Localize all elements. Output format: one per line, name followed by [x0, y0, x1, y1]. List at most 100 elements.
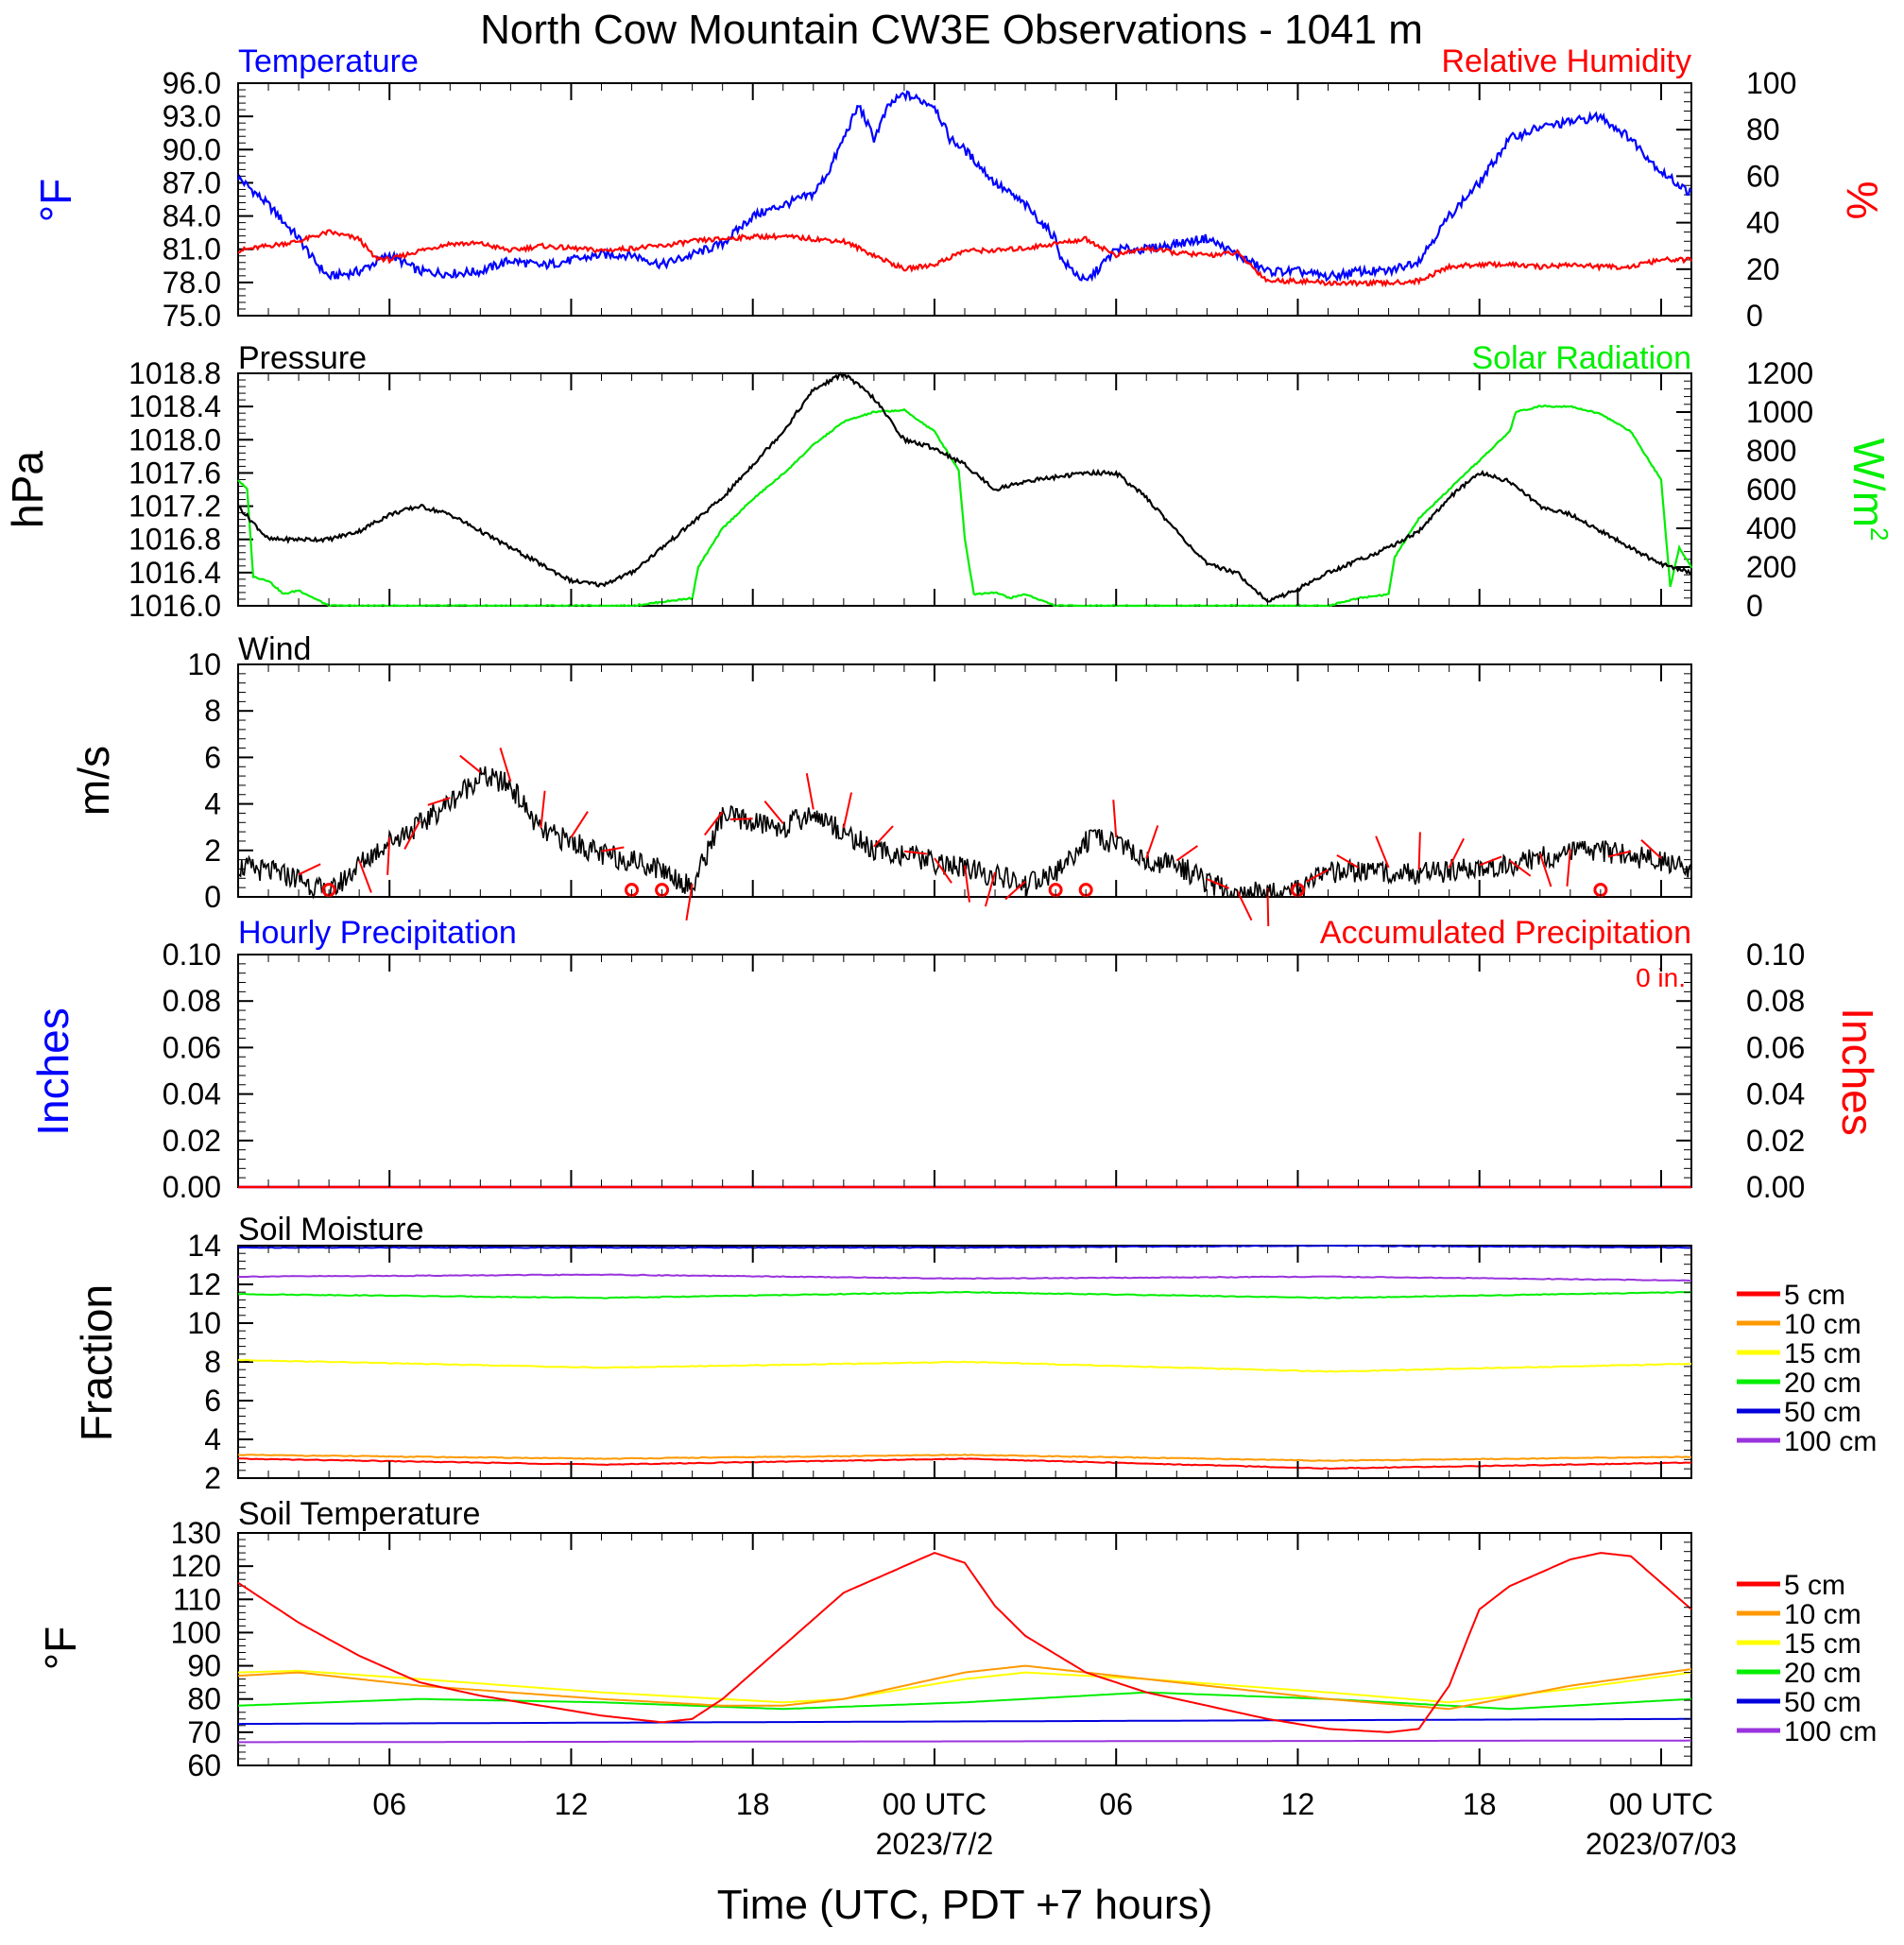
wind-barb: [729, 818, 753, 820]
y-tick-label: 0: [204, 880, 221, 914]
y-tick-label: 90.0: [163, 132, 221, 166]
y-tick-label: 10: [187, 1306, 221, 1340]
wind-barb: [1004, 880, 1026, 901]
wind-barb: [1417, 832, 1421, 870]
y-tick-label: 10: [187, 647, 221, 681]
soil-moisture-line: [237, 1358, 1692, 1373]
y-tick-label: 96.0: [163, 66, 221, 100]
x-axis-ticks: 06 12 18 00 UTC 2023/7/2 06 12 18 00 UTC 2023/07/…: [237, 83, 1737, 1861]
wind-barb: [1566, 849, 1571, 886]
y-tick-label: 6: [204, 1384, 221, 1418]
wind-barb: [1640, 838, 1662, 859]
legend-label: 5 cm: [1784, 1570, 1845, 1601]
y-tick-label: 1018.0: [129, 422, 221, 456]
y-tick-label: 4: [204, 1422, 221, 1456]
x-tick-label: 06: [372, 1787, 406, 1821]
humidity-line: [237, 229, 1692, 288]
wind-barb: [1206, 878, 1230, 889]
y-tick-label: 100: [1746, 66, 1796, 100]
y-tick-label: 0.10: [163, 938, 221, 972]
y-tick-label: 81.0: [163, 232, 221, 267]
wind-barb: [427, 797, 451, 806]
y-tick-label: 93.0: [163, 99, 221, 133]
wind-barb: [570, 811, 589, 838]
temperature-y-ticks: 96.093.090.087.084.081.078.075.0: [163, 66, 253, 333]
y-tick-label: 12: [187, 1267, 221, 1301]
wind-barb: [1145, 825, 1159, 859]
y-tick-label: 40: [1746, 206, 1780, 240]
wind-barb: [1336, 854, 1360, 869]
x-tick-label: 18: [1463, 1787, 1497, 1821]
wind-barb: [805, 773, 815, 810]
pressure-plot-frame: [237, 372, 1692, 607]
wind-barb: [1509, 859, 1532, 877]
soil-moisture-line: [237, 1273, 1692, 1282]
y-tick-label: 0: [1746, 299, 1763, 333]
wind-barb: [499, 747, 512, 783]
temperature-panel: Temperature Relative Humidity °F % 96.09…: [31, 43, 1887, 333]
y-tick-label: 0.10: [1746, 938, 1805, 972]
solar-units: W/m2: [1844, 439, 1894, 542]
y-tick-label: 110: [173, 1582, 221, 1616]
wind-barb: [703, 811, 724, 836]
y-tick-label: 60: [1746, 159, 1780, 193]
y-tick-label: 1017.6: [129, 456, 221, 490]
temperature-plot-frame: [237, 82, 1692, 317]
x-tick-label: 12: [555, 1787, 589, 1821]
wind-barb: [403, 820, 421, 850]
wind-barb: [984, 871, 997, 907]
solar-y-ticks: 1200 1000 800 600 400 200 0: [1676, 356, 1813, 623]
wind-barb: [1112, 800, 1118, 838]
pressure-title: Pressure: [238, 340, 367, 376]
wind-barb: [1306, 869, 1329, 883]
humidity-y-ticks: 100 80 60 40 20 0: [1676, 66, 1796, 333]
y-tick-label: 6: [204, 740, 221, 774]
wind-units: m/s: [69, 746, 118, 816]
y-tick-label: 8: [204, 1345, 221, 1379]
wind-panel: Wind m/s 10 8 6 4 2 0: [69, 631, 1692, 927]
y-tick-label: 400: [1746, 511, 1796, 545]
temperature-title: Temperature: [238, 43, 419, 79]
wind-title: Wind: [238, 631, 311, 667]
y-tick-label: 0.08: [163, 984, 221, 1018]
y-tick-label: 0.00: [163, 1170, 221, 1204]
y-tick-label: 84.0: [163, 199, 221, 233]
y-tick-label: 80: [1746, 112, 1780, 146]
wind-barb: [1375, 835, 1390, 869]
y-tick-label: 90: [187, 1649, 221, 1683]
x-date-label: 2023/07/03: [1586, 1827, 1737, 1861]
wind-speed-line: [237, 766, 1692, 900]
soil-temperature-title: Soil Temperature: [238, 1496, 480, 1532]
y-tick-label: 1016.0: [129, 589, 221, 623]
soil-temperature-line: [237, 1691, 1692, 1711]
pressure-units: hPa: [3, 451, 52, 528]
soil-moisture-line: [237, 1453, 1691, 1462]
x-tick-label: 06: [1099, 1787, 1133, 1821]
wind-barb: [358, 860, 372, 893]
y-tick-label: 1018.8: [129, 356, 221, 390]
wind-barb: [685, 884, 694, 921]
y-tick-label: 14: [187, 1229, 221, 1263]
legend-label: 50 cm: [1784, 1687, 1861, 1718]
y-tick-label: 130: [171, 1516, 221, 1550]
y-tick-label: 0.04: [163, 1077, 221, 1111]
y-tick-label: 0.00: [1746, 1170, 1805, 1204]
x-tick-label: 00 UTC: [1609, 1787, 1713, 1821]
y-tick-label: 4: [204, 787, 221, 821]
soil-temperature-units: °F: [36, 1627, 85, 1671]
soil-moisture-units: Fraction: [72, 1284, 121, 1441]
pressure-line: [237, 371, 1692, 603]
wind-series-group: [237, 747, 1692, 927]
y-tick-label: 0.06: [1746, 1030, 1805, 1064]
legend-label: 100 cm: [1784, 1716, 1877, 1747]
y-tick-label: 0.06: [163, 1030, 221, 1064]
x-tick-label: 12: [1281, 1787, 1315, 1821]
y-tick-label: 100: [171, 1615, 221, 1649]
legend-label: 5 cm: [1784, 1280, 1845, 1311]
legend-label: 10 cm: [1784, 1599, 1861, 1630]
legend-label: 100 cm: [1784, 1426, 1877, 1457]
y-tick-label: 0.08: [1746, 984, 1805, 1018]
